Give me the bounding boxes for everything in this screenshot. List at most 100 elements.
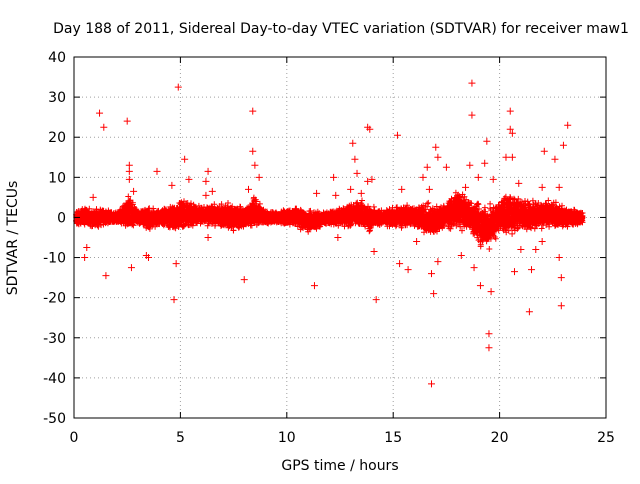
data-point <box>413 238 421 246</box>
data-point <box>432 143 440 151</box>
data-point <box>538 238 546 246</box>
y-tick-label: -20 <box>43 291 66 307</box>
y-tick-label: 10 <box>48 170 66 186</box>
x-tick-label: 15 <box>384 430 402 446</box>
data-point <box>364 177 372 185</box>
data-point <box>506 107 514 115</box>
y-tick-label: 30 <box>48 90 66 106</box>
data-point <box>208 187 216 195</box>
plot-frame <box>73 56 607 419</box>
data-point <box>102 272 110 280</box>
data-point <box>125 161 133 169</box>
data-point <box>466 161 474 169</box>
data-point <box>428 270 436 278</box>
data-point <box>240 276 248 284</box>
data-point <box>468 111 476 119</box>
data-point <box>249 147 257 155</box>
data-point <box>204 234 212 241</box>
data-point <box>125 167 133 175</box>
data-point <box>476 282 484 290</box>
data-point <box>181 155 189 163</box>
data-point <box>202 191 210 199</box>
data-point <box>353 169 361 177</box>
data-point <box>508 129 516 137</box>
data-point <box>430 290 438 298</box>
axis-ticks <box>73 56 607 419</box>
data-point <box>474 173 482 181</box>
data-point <box>398 185 406 193</box>
data-point <box>96 109 104 117</box>
data-point <box>525 308 533 316</box>
data-point <box>508 153 516 161</box>
x-tick-labels: 0 5 10 15 20 25 <box>70 430 615 446</box>
data-point <box>502 153 510 161</box>
dense-data-band <box>73 189 586 252</box>
data-point <box>485 344 493 352</box>
data-point <box>168 181 176 189</box>
data-point <box>123 117 131 125</box>
data-point <box>249 107 257 115</box>
data-point <box>468 79 476 87</box>
data-point <box>349 139 357 147</box>
data-point <box>434 153 442 161</box>
data-point <box>366 125 374 133</box>
y-tick-label: -50 <box>43 411 66 427</box>
data-point <box>555 254 563 262</box>
data-point <box>540 147 548 155</box>
chart-title: Day 188 of 2011, Sidereal Day-to-day VTE… <box>53 21 629 37</box>
data-point <box>564 121 572 129</box>
data-point <box>423 163 431 171</box>
data-point <box>457 252 465 260</box>
data-point <box>174 83 182 91</box>
data-point <box>506 125 514 133</box>
data-point <box>310 282 318 290</box>
x-tick-label: 5 <box>176 430 185 446</box>
data-point <box>251 161 259 169</box>
data-point <box>172 260 180 268</box>
data-point <box>244 185 252 193</box>
data-point <box>368 175 376 183</box>
data-point <box>313 189 321 197</box>
y-tick-label: -30 <box>43 331 66 347</box>
data-points <box>81 79 572 388</box>
data-point <box>557 302 565 310</box>
data-point <box>357 189 365 197</box>
data-point <box>532 246 540 254</box>
data-point <box>419 173 427 181</box>
data-point <box>125 175 133 183</box>
data-point <box>538 183 546 191</box>
data-point <box>370 248 378 256</box>
data-point <box>551 155 559 163</box>
data-point <box>100 123 108 131</box>
data-point <box>396 260 404 268</box>
data-point <box>81 254 89 262</box>
data-point <box>255 173 263 181</box>
x-tick-label: 25 <box>597 430 615 446</box>
data-point <box>351 155 359 163</box>
y-tick-label: 0 <box>57 210 66 226</box>
data-point <box>528 266 536 274</box>
data-point <box>347 185 355 193</box>
data-point <box>557 274 565 282</box>
data-point <box>404 266 412 274</box>
data-point <box>489 175 497 183</box>
data-point <box>517 246 525 254</box>
data-point <box>485 330 493 338</box>
data-point <box>559 141 567 149</box>
data-point <box>462 183 470 191</box>
y-tick-label: -40 <box>43 371 66 387</box>
data-point <box>555 183 563 191</box>
x-axis-label: GPS time / hours <box>281 458 398 474</box>
data-point <box>481 159 489 167</box>
data-point <box>434 258 442 266</box>
x-tick-label: 20 <box>491 430 509 446</box>
y-tick-label: -10 <box>43 251 66 267</box>
band-markers <box>73 189 586 252</box>
data-point <box>202 177 210 185</box>
data-point <box>127 264 135 272</box>
data-point <box>204 167 212 175</box>
data-point <box>483 137 491 145</box>
y-tick-label: 40 <box>48 50 66 66</box>
data-point <box>153 167 161 175</box>
